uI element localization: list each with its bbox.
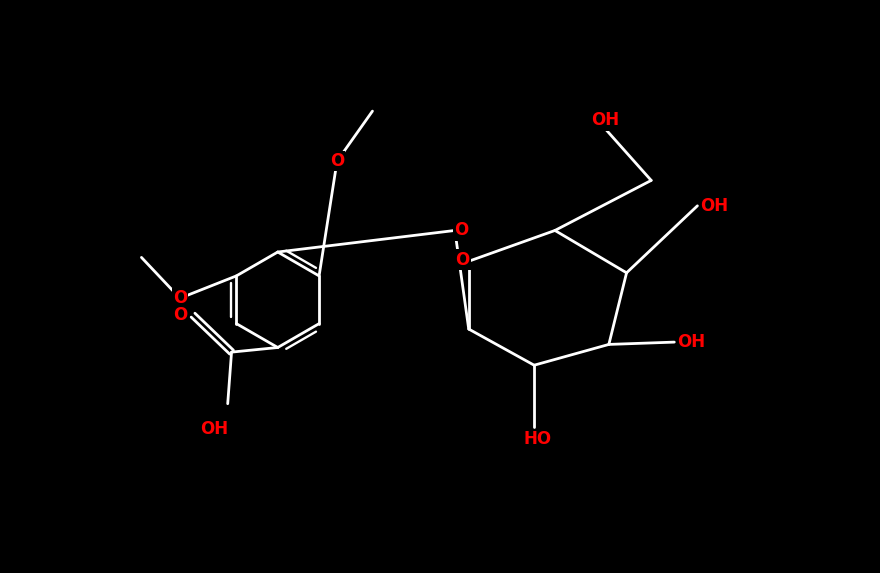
- Text: OH: OH: [700, 197, 729, 215]
- Text: O: O: [456, 251, 470, 269]
- Text: OH: OH: [678, 333, 705, 351]
- Text: HO: HO: [524, 430, 552, 448]
- Text: OH: OH: [591, 111, 619, 129]
- Text: O: O: [454, 221, 468, 240]
- Text: OH: OH: [201, 420, 229, 438]
- Text: O: O: [330, 152, 344, 170]
- Text: O: O: [172, 289, 187, 307]
- Text: O: O: [173, 306, 187, 324]
